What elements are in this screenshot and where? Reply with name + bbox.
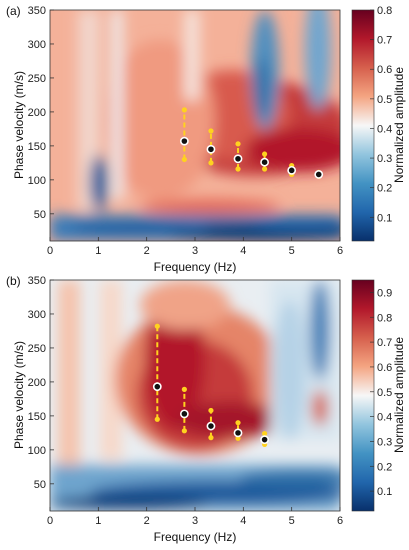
error-bar-lower-cap [208,435,214,441]
y-tick-label: 200 [28,107,46,119]
x-tick-label: 5 [289,245,295,257]
colorbar-tick-label: 0.1 [377,486,392,498]
data-point [206,144,216,154]
colorbar-tick-label: 0.4 [377,412,392,424]
y-tick-label: 300 [28,309,46,321]
panel-label-b: (b) [6,274,21,288]
colorbar-ticks-a: 0.1 0.2 0.3 0.4 0.5 0.6 0.7 0.8 [370,5,392,224]
x-tick-label: 1 [95,515,101,527]
colorbar-tick-label: 0.3 [377,153,392,165]
data-point [260,435,269,445]
error-bar-upper-cap [181,107,187,113]
heatmap-a [50,10,340,241]
y-tick-label: 250 [28,343,46,355]
colorbar-tick-label: 0.7 [377,337,392,349]
colorbar-tick-label: 0.8 [377,5,392,17]
y-tick-label: 200 [28,377,46,389]
y-tick-label: 350 [28,5,46,17]
y-tick-label: 100 [28,175,46,187]
error-bar-upper-cap [262,151,268,157]
colorbar-label-a: Normalized amplitude [392,67,406,183]
error-bar-lower-cap [181,428,187,434]
colorbar-ticks-b: 0.1 0.2 0.3 0.4 0.5 0.6 0.7 0.8 0.9 [370,287,392,498]
y-tick-label: 150 [28,141,46,153]
colorbar-tick-label: 0.1 [377,212,392,224]
x-tick-label: 2 [144,515,150,527]
x-tick-label: 0 [47,515,53,527]
y-axis-label-b: Phase velocity (m/s) [12,341,26,449]
colorbar-tick-label: 0.6 [377,362,392,374]
colorbar-tick-label: 0.9 [377,287,392,299]
colorbar-a [351,9,375,242]
colorbar-tick-label: 0.5 [377,94,392,106]
colorbar-tick-label: 0.7 [377,35,392,47]
data-point [233,428,243,438]
error-bar-lower-cap [235,166,241,172]
error-bar-lower-cap [208,160,214,166]
x-tick-label: 5 [289,515,295,527]
x-axis-label-b: Frequency (Hz) [154,530,237,544]
data-point [314,170,324,179]
error-bar-lower-cap [262,166,268,172]
error-bar-upper-cap [181,386,187,392]
x-tick-label: 2 [144,245,150,257]
x-ticks-b: 0 1 2 3 4 5 6 [47,507,343,527]
error-bar-upper-cap [154,323,160,329]
data-point [179,136,189,146]
data-point [152,382,162,392]
y-tick-label: 50 [34,479,46,491]
error-bar-upper-cap [208,128,214,134]
error-bar-upper-cap [235,420,241,426]
error-bar-upper-cap [262,430,268,437]
error-bar-lower-cap [181,156,187,163]
x-tick-label: 6 [337,515,343,527]
y-tick-label: 150 [28,411,46,423]
data-point [287,165,297,175]
panel-b: 0 1 2 3 4 5 6 50 100 150 200 250 300 350 (b) Frequen… [6,274,406,544]
colorbar-label-b: Normalized amplitude [392,337,406,453]
x-tick-label: 3 [192,245,198,257]
colorbar-tick-label: 0.2 [377,461,392,473]
data-point [260,157,269,167]
y-tick-label: 50 [34,209,46,221]
y-tick-label: 250 [28,73,46,85]
picked-points-b [152,323,269,448]
colorbar-tick-label: 0.5 [377,387,392,399]
error-bar-upper-cap [208,407,214,414]
data-point [206,421,216,431]
colorbar-b [351,279,375,512]
x-tick-label: 3 [192,515,198,527]
y-tick-label: 300 [28,39,46,51]
error-bar-lower-cap [154,416,160,422]
x-axis-label-a: Frequency (Hz) [154,260,237,274]
data-point [179,409,189,419]
heatmap-b [50,280,340,511]
colorbar-tick-label: 0.3 [377,436,392,448]
y-ticks-a: 50 100 150 200 250 300 350 [28,5,54,221]
colorbar-tick-label: 0.6 [377,64,392,76]
data-point [233,154,243,164]
error-bar-upper-cap [235,141,241,147]
y-tick-label: 100 [28,445,46,457]
colorbar-tick-label: 0.4 [377,123,392,135]
panel-a: 0 1 2 3 4 5 6 50 100 150 200 250 300 350 (a) Frequen… [6,4,406,274]
y-axis-label-a: Phase velocity (m/s) [12,71,26,179]
colorbar-tick-label: 0.2 [377,183,392,195]
y-tick-label: 350 [28,275,46,287]
panel-label-a: (a) [6,4,21,18]
x-ticks-a: 0 1 2 3 4 5 6 [47,237,343,257]
x-tick-label: 1 [95,245,101,257]
picked-points-a [179,107,324,180]
colorbar-tick-label: 0.8 [377,312,392,324]
x-tick-label: 4 [240,515,246,527]
x-tick-label: 6 [337,245,343,257]
x-tick-label: 4 [240,245,246,257]
x-tick-label: 0 [47,245,53,257]
y-ticks-b: 50 100 150 200 250 300 350 [28,275,54,491]
